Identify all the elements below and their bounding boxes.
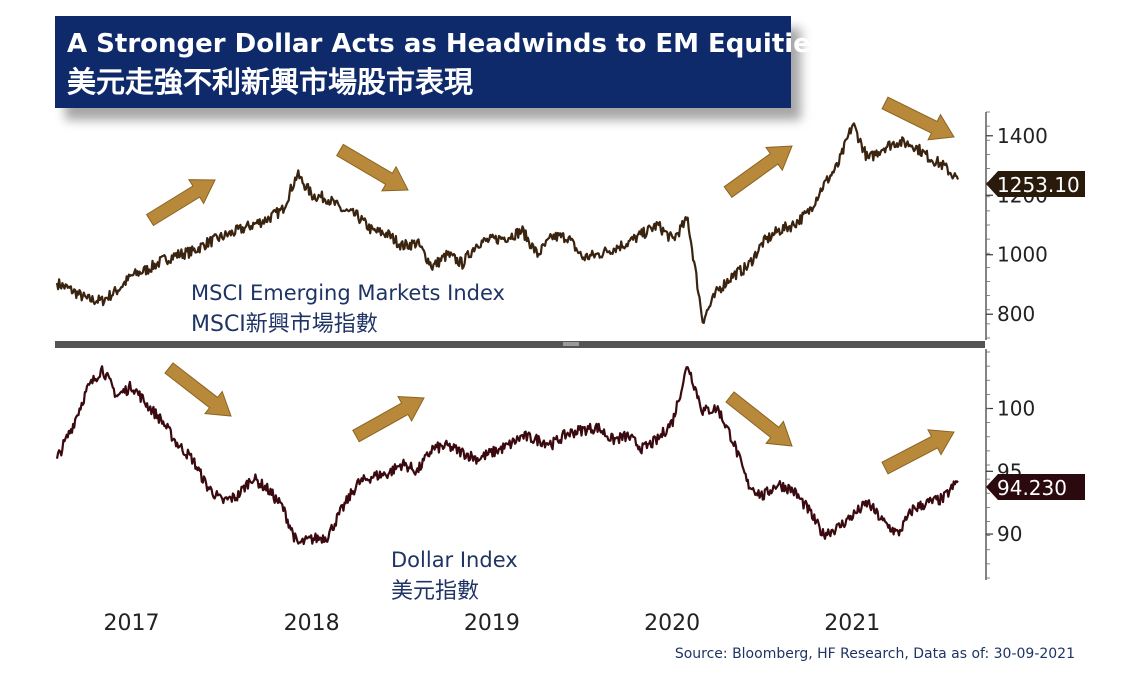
x-tick-label: 2019 <box>464 611 520 636</box>
y-tick-label: 1400 <box>997 124 1048 148</box>
separator-grip <box>563 342 579 346</box>
dxy-series-label-zh: 美元指數 <box>391 579 479 604</box>
y-tick-label: 90 <box>997 522 1022 546</box>
trend-arrow-icon <box>164 362 232 417</box>
y-tick-label: 1000 <box>997 243 1048 267</box>
trend-arrow-icon <box>145 179 216 227</box>
trend-arrow-icon <box>725 391 793 447</box>
x-tick-label: 2017 <box>103 611 159 636</box>
em-last-value-text: 1253.10 <box>997 173 1080 197</box>
x-tick-label: 2021 <box>824 611 880 636</box>
panel-separator <box>55 341 985 348</box>
chart-title-english: A Stronger Dollar Acts as Headwinds to E… <box>67 29 827 59</box>
x-tick-label: 2020 <box>644 611 700 636</box>
trend-arrow-icon <box>881 96 955 141</box>
em-index-line <box>55 122 960 324</box>
dxy-last-value-badge: 94.230 <box>986 474 1085 500</box>
dxy-series-label-en: Dollar Index <box>391 548 518 572</box>
x-axis-year-labels: 2017 2018 2019 2020 2021 <box>103 611 880 636</box>
trend-arrow-icon <box>723 145 793 198</box>
trend-arrows <box>145 96 955 475</box>
y-tick-label: 800 <box>997 302 1035 326</box>
trend-arrow-icon <box>336 143 409 192</box>
dxy-last-value-text: 94.230 <box>997 476 1067 500</box>
title-banner: A Stronger Dollar Acts as Headwinds to E… <box>55 16 827 108</box>
em-index-panel: 800100012001400 <box>55 111 1048 339</box>
source-note: Source: Bloomberg, HF Research, Data as … <box>674 646 1075 662</box>
y-tick-label: 100 <box>997 397 1035 421</box>
em-series-label-en: MSCI Emerging Markets Index <box>191 281 505 305</box>
chart-title-chinese: 美元走強不利新興市場股市表現 <box>67 65 474 99</box>
em-series-label-zh: MSCI新興市場指數 <box>191 312 378 337</box>
trend-arrow-icon <box>881 429 955 475</box>
x-tick-label: 2018 <box>284 611 340 636</box>
dollar-index-line <box>55 365 959 546</box>
trend-arrow-icon <box>352 395 425 443</box>
em-last-value-badge: 1253.10 <box>986 171 1085 197</box>
